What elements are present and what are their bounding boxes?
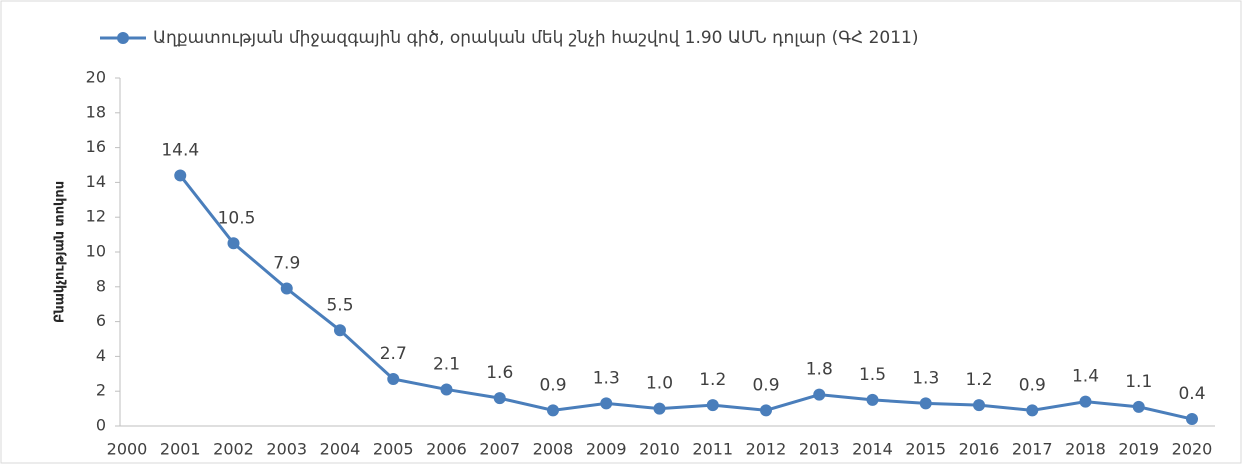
x-tick-label: 2007 xyxy=(479,440,520,459)
data-point xyxy=(174,169,187,182)
data-label: 5.5 xyxy=(326,295,353,315)
data-point xyxy=(1186,413,1198,426)
x-tick-label: 2006 xyxy=(426,440,467,459)
y-tick-label: 8 xyxy=(96,276,106,295)
data-point xyxy=(227,237,240,250)
y-tick-label: 6 xyxy=(96,311,106,330)
x-tick-label: 2019 xyxy=(1118,440,1159,459)
data-label: 1.8 xyxy=(806,360,833,380)
data-label: 2.7 xyxy=(380,344,407,364)
y-tick-label: 0 xyxy=(96,416,106,435)
data-point xyxy=(760,404,772,417)
x-tick-label: 2012 xyxy=(746,440,787,459)
y-axis-label: Բնակչության տոկոս xyxy=(53,181,68,323)
x-tick-label: 2010 xyxy=(639,440,680,459)
x-tick-label: 2018 xyxy=(1065,440,1106,459)
data-point xyxy=(493,392,506,405)
data-point xyxy=(1026,404,1039,417)
x-tick-label: 2014 xyxy=(852,440,893,459)
x-tick-label: 2015 xyxy=(905,440,946,459)
y-tick-label: 18 xyxy=(86,102,106,121)
data-label: 1.2 xyxy=(965,370,992,390)
data-line xyxy=(179,174,1193,421)
data-point xyxy=(600,397,613,410)
data-label: 1.1 xyxy=(1125,372,1152,392)
x-tick-label: 2016 xyxy=(959,440,1000,459)
x-tick-label: 2004 xyxy=(320,440,361,459)
y-tick-label: 2 xyxy=(96,381,106,400)
x-tick-label: 2017 xyxy=(1012,440,1053,459)
x-tick-label: 2011 xyxy=(692,440,733,459)
data-label: 1.3 xyxy=(593,368,620,388)
data-label: 7.9 xyxy=(273,254,300,274)
y-tick-label: 20 xyxy=(86,68,106,87)
data-label: 1.3 xyxy=(912,368,939,388)
x-tick-label: 2000 xyxy=(107,440,148,459)
data-label: 10.5 xyxy=(218,208,256,228)
data-label: 0.9 xyxy=(539,375,566,395)
x-tick-label: 2001 xyxy=(160,440,201,459)
y-tick-label: 14 xyxy=(86,172,106,191)
x-tick-label: 2005 xyxy=(373,440,414,459)
data-label: 2.1 xyxy=(433,354,460,374)
data-point xyxy=(866,393,879,406)
data-label: 0.9 xyxy=(752,375,779,395)
data-point xyxy=(387,373,400,386)
data-point xyxy=(919,397,932,410)
data-point xyxy=(334,324,346,337)
data-label: 1.5 xyxy=(859,365,886,385)
x-tick-label: 2009 xyxy=(586,440,627,459)
data-point xyxy=(280,282,293,295)
data-point xyxy=(706,399,719,412)
data-label: 1.2 xyxy=(699,370,726,390)
data-label: 1.0 xyxy=(646,374,673,394)
data-label: 0.4 xyxy=(1178,384,1205,404)
legend-label: Աղքատության միջազգային գիծ, օրական մեկ շ… xyxy=(153,28,919,48)
x-tick-label: 2003 xyxy=(266,440,307,459)
data-label: 1.4 xyxy=(1072,367,1099,387)
data-point xyxy=(973,399,985,412)
x-tick-label: 2020 xyxy=(1172,440,1213,459)
x-tick-label: 2008 xyxy=(533,440,574,459)
data-point xyxy=(547,404,559,417)
y-tick-label: 12 xyxy=(86,207,106,226)
legend-marker xyxy=(117,32,129,44)
x-tick-label: 2013 xyxy=(799,440,840,459)
data-point xyxy=(653,402,666,415)
data-label: 14.4 xyxy=(161,140,199,160)
data-label: 0.9 xyxy=(1019,375,1046,395)
data-point xyxy=(813,388,826,401)
y-tick-label: 16 xyxy=(86,137,106,156)
y-tick-label: 4 xyxy=(96,346,106,365)
y-tick-label: 10 xyxy=(86,242,106,261)
data-label: 1.6 xyxy=(486,363,513,383)
data-point xyxy=(440,383,453,396)
x-tick-label: 2002 xyxy=(213,440,254,459)
data-point xyxy=(1132,400,1145,413)
data-point xyxy=(1079,395,1092,408)
